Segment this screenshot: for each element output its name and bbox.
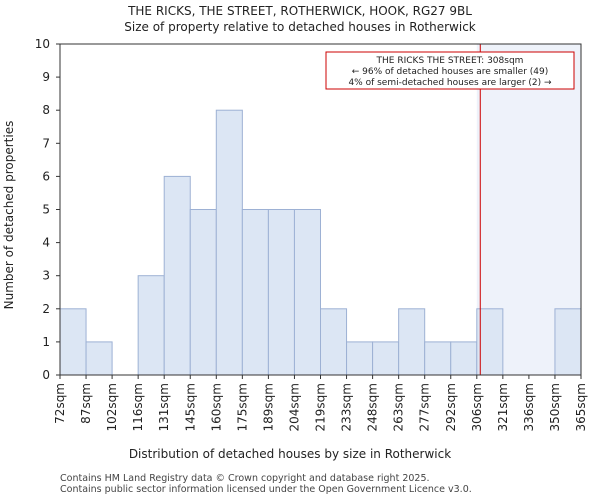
x-tick-label: 233sqm [340, 383, 354, 431]
x-tick-label: 248sqm [366, 383, 380, 431]
annotation-line2: ← 96% of detached houses are smaller (49… [352, 67, 549, 77]
x-tick-label: 277sqm [418, 383, 432, 431]
x-tick-label: 87sqm [79, 383, 93, 424]
x-tick-label: 116sqm [131, 383, 145, 431]
footer-line2: Contains public sector information licen… [60, 484, 472, 495]
bar-145sqm [189, 209, 217, 376]
y-tick-label: 6 [42, 169, 50, 183]
x-axis-title: Distribution of detached houses by size … [129, 447, 451, 461]
plot-frame [59, 43, 582, 376]
bar-160sqm [215, 109, 243, 376]
annotation-line1: THE RICKS THE STREET: 308sqm [376, 56, 524, 66]
x-tick-label: 204sqm [287, 383, 301, 431]
annotation-line3: 4% of semi-detached houses are larger (2… [348, 78, 552, 88]
x-tick-label: 336sqm [522, 383, 536, 431]
bar-175sqm [241, 209, 269, 376]
chart-title-line2: Size of property relative to detached ho… [124, 20, 476, 34]
x-axis-ticks: 72sqm 87sqm 102sqm 116sqm 131sqm 145sqm 160sqm… [53, 375, 588, 431]
bar-277sqm [424, 341, 452, 376]
x-tick-label: 306sqm [470, 383, 484, 431]
bar-350sqm [554, 308, 582, 376]
x-tick-label: 160sqm [209, 383, 223, 431]
bar-72sqm [59, 308, 87, 376]
x-tick-label: 189sqm [261, 383, 275, 431]
chart-title-line1: THE RICKS, THE STREET, ROTHERWICK, HOOK,… [127, 4, 472, 18]
x-tick-label: 72sqm [53, 383, 67, 424]
y-tick-label: 1 [42, 335, 50, 349]
y-axis-title: Number of detached properties [2, 121, 16, 310]
x-tick-label: 145sqm [183, 383, 197, 431]
x-tick-label: 219sqm [314, 383, 328, 431]
y-tick-label: 7 [42, 136, 50, 150]
y-tick-label: 10 [35, 37, 50, 51]
y-tick-label: 2 [42, 302, 50, 316]
bar-233sqm [346, 341, 374, 376]
bar-263sqm [398, 308, 426, 376]
x-tick-label: 102sqm [105, 383, 119, 431]
y-tick-label: 5 [42, 203, 50, 217]
x-tick-label: 365sqm [574, 383, 588, 431]
bar-306sqm [476, 308, 504, 376]
bar-189sqm [267, 209, 295, 376]
x-tick-label: 175sqm [235, 383, 249, 431]
y-tick-label: 9 [42, 70, 50, 84]
annotation-border [325, 51, 575, 90]
y-axis-ticks: 0 1 2 3 4 5 6 7 8 9 10 [35, 37, 60, 382]
y-tick-label: 0 [42, 368, 50, 382]
bar-87sqm [85, 341, 113, 376]
footer-line1: Contains HM Land Registry data © Crown c… [60, 473, 430, 484]
bar-204sqm [293, 209, 322, 376]
bar-248sqm [372, 341, 400, 376]
annotation-box: THE RICKS THE STREET: 308sqm ← 96% of de… [325, 51, 575, 90]
x-tick-label: 321sqm [496, 383, 510, 431]
bars-group [59, 109, 582, 376]
x-tick-label: 350sqm [548, 383, 562, 431]
y-tick-label: 3 [42, 269, 50, 283]
bar-131sqm [163, 175, 191, 376]
bar-292sqm [450, 341, 478, 376]
y-tick-label: 8 [42, 103, 50, 117]
bar-116sqm [137, 275, 165, 376]
x-tick-label: 292sqm [444, 383, 458, 431]
x-tick-label: 263sqm [392, 383, 406, 431]
y-tick-label: 4 [42, 236, 50, 250]
bar-219sqm [320, 308, 348, 376]
x-tick-label: 131sqm [157, 383, 171, 431]
